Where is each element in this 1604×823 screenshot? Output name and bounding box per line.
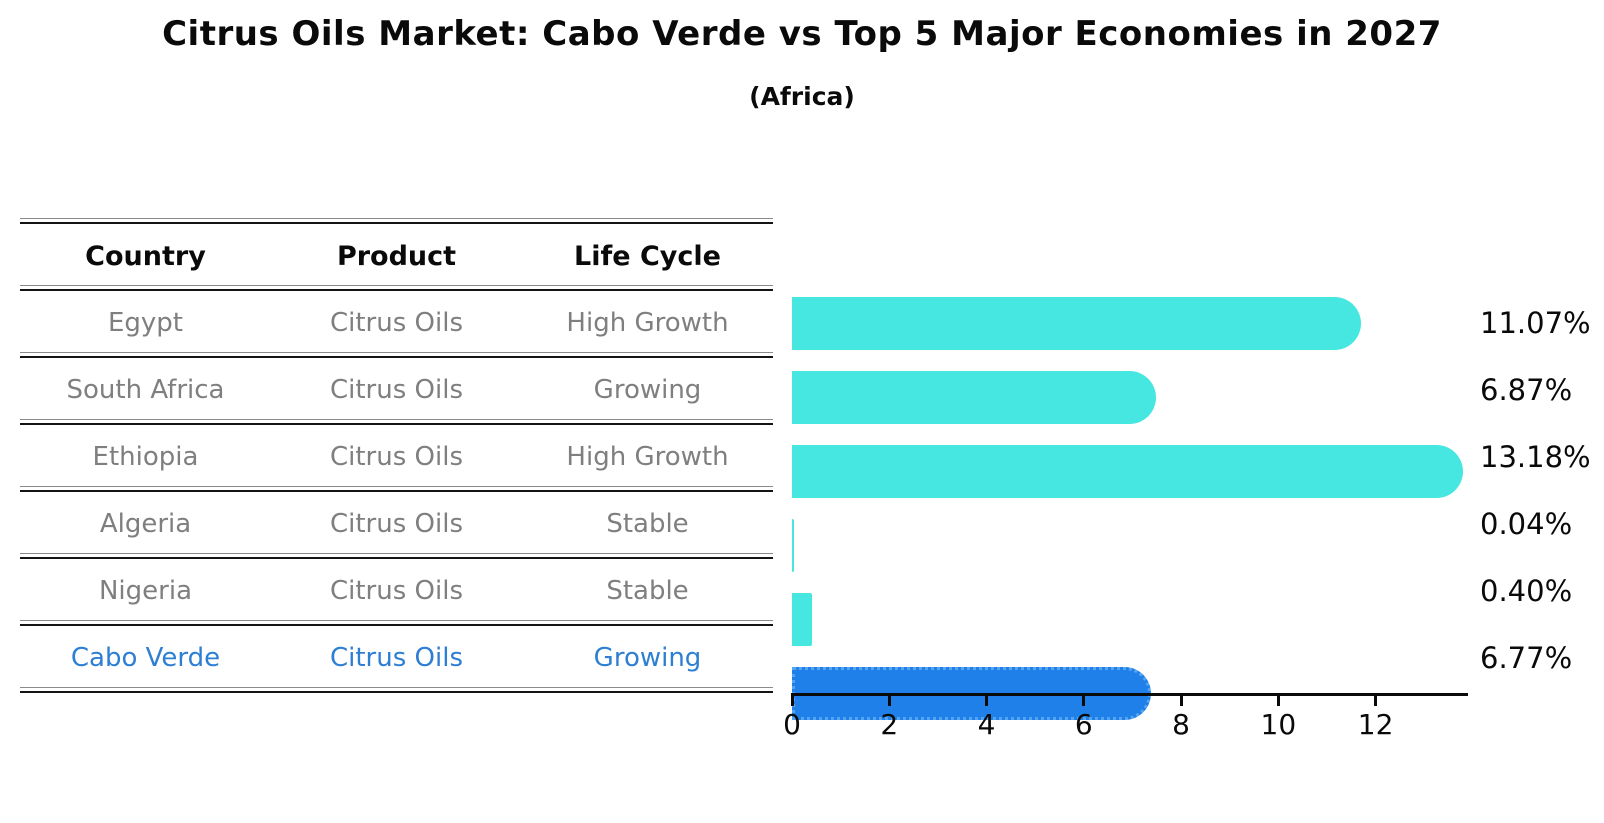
table-rule bbox=[20, 553, 773, 559]
tick-mark bbox=[985, 696, 989, 706]
x-axis-line bbox=[791, 693, 1468, 696]
value-label: 13.18% bbox=[1480, 440, 1591, 474]
bar-ethiopia bbox=[792, 445, 1464, 498]
tick-mark bbox=[1179, 696, 1183, 706]
country-cell: Algeria bbox=[99, 509, 192, 539]
product-cell: Citrus Oils bbox=[329, 375, 463, 405]
bar-row bbox=[792, 593, 1468, 660]
chart-subtitle: (Africa) bbox=[749, 82, 855, 111]
table-rule bbox=[20, 218, 773, 224]
table-row-cabo-verde: Cabo Verde Citrus Oils Growing bbox=[20, 625, 773, 692]
column-header-product: Product bbox=[336, 241, 457, 272]
tick-label: 2 bbox=[880, 708, 899, 741]
country-cell: Cabo Verde bbox=[70, 643, 221, 673]
bar-row bbox=[792, 297, 1468, 364]
lifecycle-cell: Stable bbox=[606, 576, 689, 606]
tick-label: 0 bbox=[783, 708, 801, 741]
economies-table: Country Product Life Cycle Egypt Citrus … bbox=[20, 0, 773, 700]
country-cell: South Africa bbox=[66, 375, 225, 405]
lifecycle-cell: High Growth bbox=[566, 308, 729, 338]
bar-row bbox=[792, 445, 1468, 512]
bar-nigeria bbox=[792, 593, 812, 646]
bar-egypt bbox=[792, 297, 1361, 350]
table-rule bbox=[20, 620, 773, 626]
column-header-country: Country bbox=[85, 241, 206, 272]
column-header-lifecycle: Life Cycle bbox=[574, 241, 721, 272]
tick-mark bbox=[1082, 696, 1086, 706]
value-label: 0.40% bbox=[1480, 574, 1573, 608]
product-cell: Citrus Oils bbox=[329, 308, 463, 338]
bar-row bbox=[792, 371, 1468, 438]
table-row-ethiopia: Ethiopia Citrus Oils High Growth bbox=[20, 424, 773, 491]
tick-label: 8 bbox=[1172, 708, 1190, 741]
product-cell: Citrus Oils bbox=[329, 576, 463, 606]
table-rule bbox=[20, 687, 773, 693]
table-rule bbox=[20, 419, 773, 425]
bar-row bbox=[792, 519, 1468, 586]
bar-south-africa bbox=[792, 371, 1157, 424]
value-label: 0.04% bbox=[1480, 507, 1573, 541]
table-row-egypt: Egypt Citrus Oils High Growth bbox=[20, 290, 773, 357]
country-cell: Ethiopia bbox=[92, 442, 199, 472]
lifecycle-cell: Stable bbox=[606, 509, 689, 539]
value-label: 11.07% bbox=[1480, 306, 1591, 340]
tick-label: 10 bbox=[1260, 708, 1297, 741]
value-label: 6.87% bbox=[1480, 373, 1573, 407]
table-row-south-africa: South Africa Citrus Oils Growing bbox=[20, 357, 773, 424]
lifecycle-cell: High Growth bbox=[566, 442, 729, 472]
chart-title: Citrus Oils Market: Cabo Verde vs Top 5 … bbox=[162, 14, 1442, 54]
tick-label: 6 bbox=[1074, 708, 1093, 741]
table-row-nigeria: Nigeria Citrus Oils Stable bbox=[20, 558, 773, 625]
tick-label: 4 bbox=[977, 708, 996, 741]
value-label: 6.77% bbox=[1480, 641, 1573, 675]
table-row-algeria: Algeria Citrus Oils Stable bbox=[20, 491, 773, 558]
bar-algeria bbox=[792, 519, 794, 572]
bar-plot bbox=[792, 290, 1468, 720]
product-cell: Citrus Oils bbox=[329, 643, 463, 673]
tick-mark bbox=[790, 696, 794, 706]
product-cell: Citrus Oils bbox=[329, 509, 463, 539]
table-rule bbox=[20, 352, 773, 358]
country-cell: Egypt bbox=[107, 308, 184, 338]
tick-label: 12 bbox=[1357, 708, 1394, 741]
lifecycle-cell: Growing bbox=[593, 375, 702, 405]
country-cell: Nigeria bbox=[98, 576, 193, 606]
product-cell: Citrus Oils bbox=[329, 442, 463, 472]
table-rule bbox=[20, 285, 773, 291]
table-rule bbox=[20, 486, 773, 492]
tick-mark bbox=[1276, 696, 1280, 706]
tick-mark bbox=[887, 696, 891, 706]
tick-mark bbox=[1374, 696, 1378, 706]
lifecycle-cell: Growing bbox=[593, 643, 702, 673]
table-header-row: Country Product Life Cycle bbox=[20, 223, 773, 290]
